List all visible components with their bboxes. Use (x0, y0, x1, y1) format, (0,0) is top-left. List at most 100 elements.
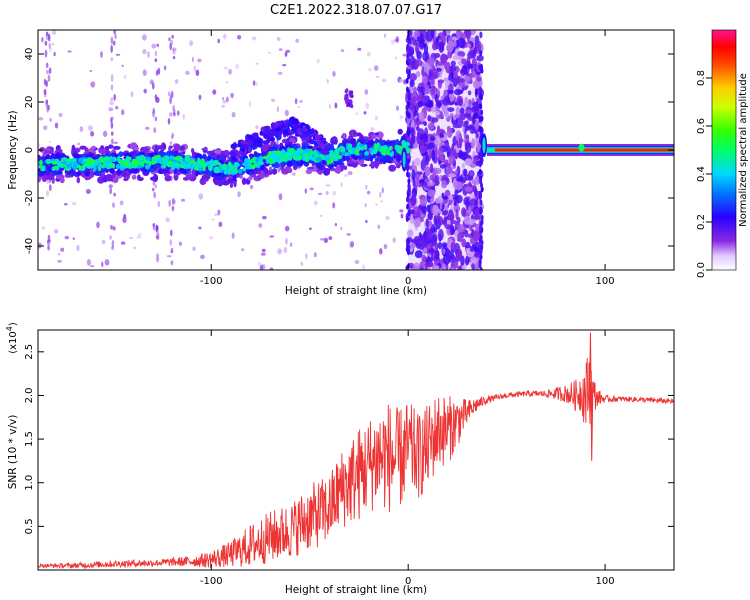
spectrum-speck (354, 259, 360, 265)
spectrum-streak (153, 191, 156, 199)
spectrum-speck (41, 37, 44, 43)
spectrum-speck (400, 213, 404, 219)
ridge-core (354, 149, 359, 155)
spectrum-speck (344, 173, 349, 177)
noisy-band-blob (444, 224, 452, 230)
spectrogram-plot-area (38, 30, 674, 270)
noisy-band-blob (474, 120, 479, 130)
x-tick-label: -100 (200, 576, 223, 587)
spectrum-streak (109, 187, 112, 195)
y-tick-label: 0 (24, 147, 35, 153)
ridge-halo (351, 160, 359, 168)
upper-branch-blob (294, 123, 299, 130)
ridge-core (96, 163, 101, 167)
noisy-band-edge (407, 178, 411, 185)
ridge-core (310, 156, 316, 161)
noisy-band-blob (414, 174, 421, 180)
noisy-band-edge (478, 153, 482, 160)
spectrum-streak (112, 40, 116, 46)
ridge-halo (281, 168, 289, 175)
spectrum-speck (262, 215, 267, 220)
ridge-core (51, 166, 56, 172)
noisy-band-blob (432, 169, 437, 179)
noisy-band-edge (480, 219, 484, 226)
spectrum-streak (172, 48, 176, 54)
spectrum-streak (45, 31, 49, 36)
ridge-core (244, 164, 252, 170)
noisy-band-blob (439, 154, 444, 161)
noisy-band-edge (407, 238, 411, 245)
ridge-halo (71, 144, 76, 152)
noisy-band-blob (448, 212, 455, 221)
ridge-core (227, 169, 231, 175)
spectrum-speck (228, 68, 233, 75)
noisy-band-blob (435, 198, 441, 204)
spectrum-streak (48, 67, 52, 74)
colorbar-ticks: 0.0 0.2 0.4 0.6 0.8 (696, 70, 712, 278)
noisy-band-blob (423, 166, 431, 177)
spectrum-streak (171, 205, 175, 212)
spectrum-speck (130, 91, 134, 98)
spectrum-speck (379, 248, 383, 255)
noisy-band-blob (431, 265, 437, 270)
noisy-band-blob (469, 37, 476, 42)
noisy-band-blob (469, 218, 475, 226)
noisy-band-blob (414, 30, 421, 38)
noisy-band-blob (465, 174, 471, 181)
noisy-band-blob (426, 204, 430, 213)
ridge-core (144, 164, 150, 170)
spectrum-streak (167, 91, 171, 97)
ridge-body (84, 154, 89, 157)
noisy-band-blob (437, 101, 442, 107)
spectrum-streak (167, 118, 171, 125)
spectrum-speck (193, 65, 197, 72)
spectrum-speck (394, 39, 399, 42)
noisy-band-blob (435, 67, 442, 72)
noisy-band-edge (407, 262, 411, 269)
spectrum-speck (72, 237, 76, 240)
noisy-band-edge (479, 199, 483, 206)
ridge-core (380, 149, 388, 156)
noisy-band-blob (428, 261, 434, 268)
spectrum-speck (305, 253, 308, 260)
ridge-core (139, 154, 146, 161)
ridge-body (74, 153, 81, 158)
noisy-band-edge (478, 262, 482, 269)
ridge-body (288, 142, 293, 149)
noisy-band-blob (459, 112, 467, 121)
spectrum-streak (47, 234, 51, 242)
spectrum-speck (297, 106, 301, 108)
ridge-body (264, 163, 269, 167)
spectrum-speck (268, 51, 271, 54)
ridge-core (66, 158, 72, 162)
noisy-band-blob (447, 107, 455, 112)
stable-core (494, 148, 674, 152)
noisy-band-blob (472, 79, 481, 89)
ridge-core (258, 155, 264, 162)
noisy-band-blob (458, 137, 463, 149)
upper-branch-blob (344, 96, 348, 101)
spectrum-speck (198, 226, 202, 230)
ridge-body (249, 171, 253, 175)
spectrum-speck (346, 233, 351, 236)
noisy-band-blob (420, 97, 429, 103)
ridge-halo (388, 164, 397, 172)
ridge-core (230, 170, 237, 176)
spectrogram-x-ticks: -100 0 100 (200, 30, 615, 287)
ridge-core (156, 158, 164, 163)
ridge-core (242, 167, 247, 172)
ridge-body (51, 172, 58, 176)
ridge-halo (130, 142, 138, 150)
ridge-body (248, 153, 255, 158)
spectrum-speck (88, 125, 93, 131)
spectrum-speck (165, 217, 171, 223)
spectrum-speck (284, 109, 289, 117)
upper-branch-blob (309, 128, 315, 134)
spectrum-streak (169, 239, 173, 246)
noisy-band-blob (437, 241, 443, 250)
noisy-band-edge (407, 94, 411, 101)
noisy-band-blob (421, 254, 427, 263)
spectrum-speck (320, 214, 323, 218)
spectrum-speck (375, 75, 380, 78)
ridge-body (169, 151, 176, 155)
